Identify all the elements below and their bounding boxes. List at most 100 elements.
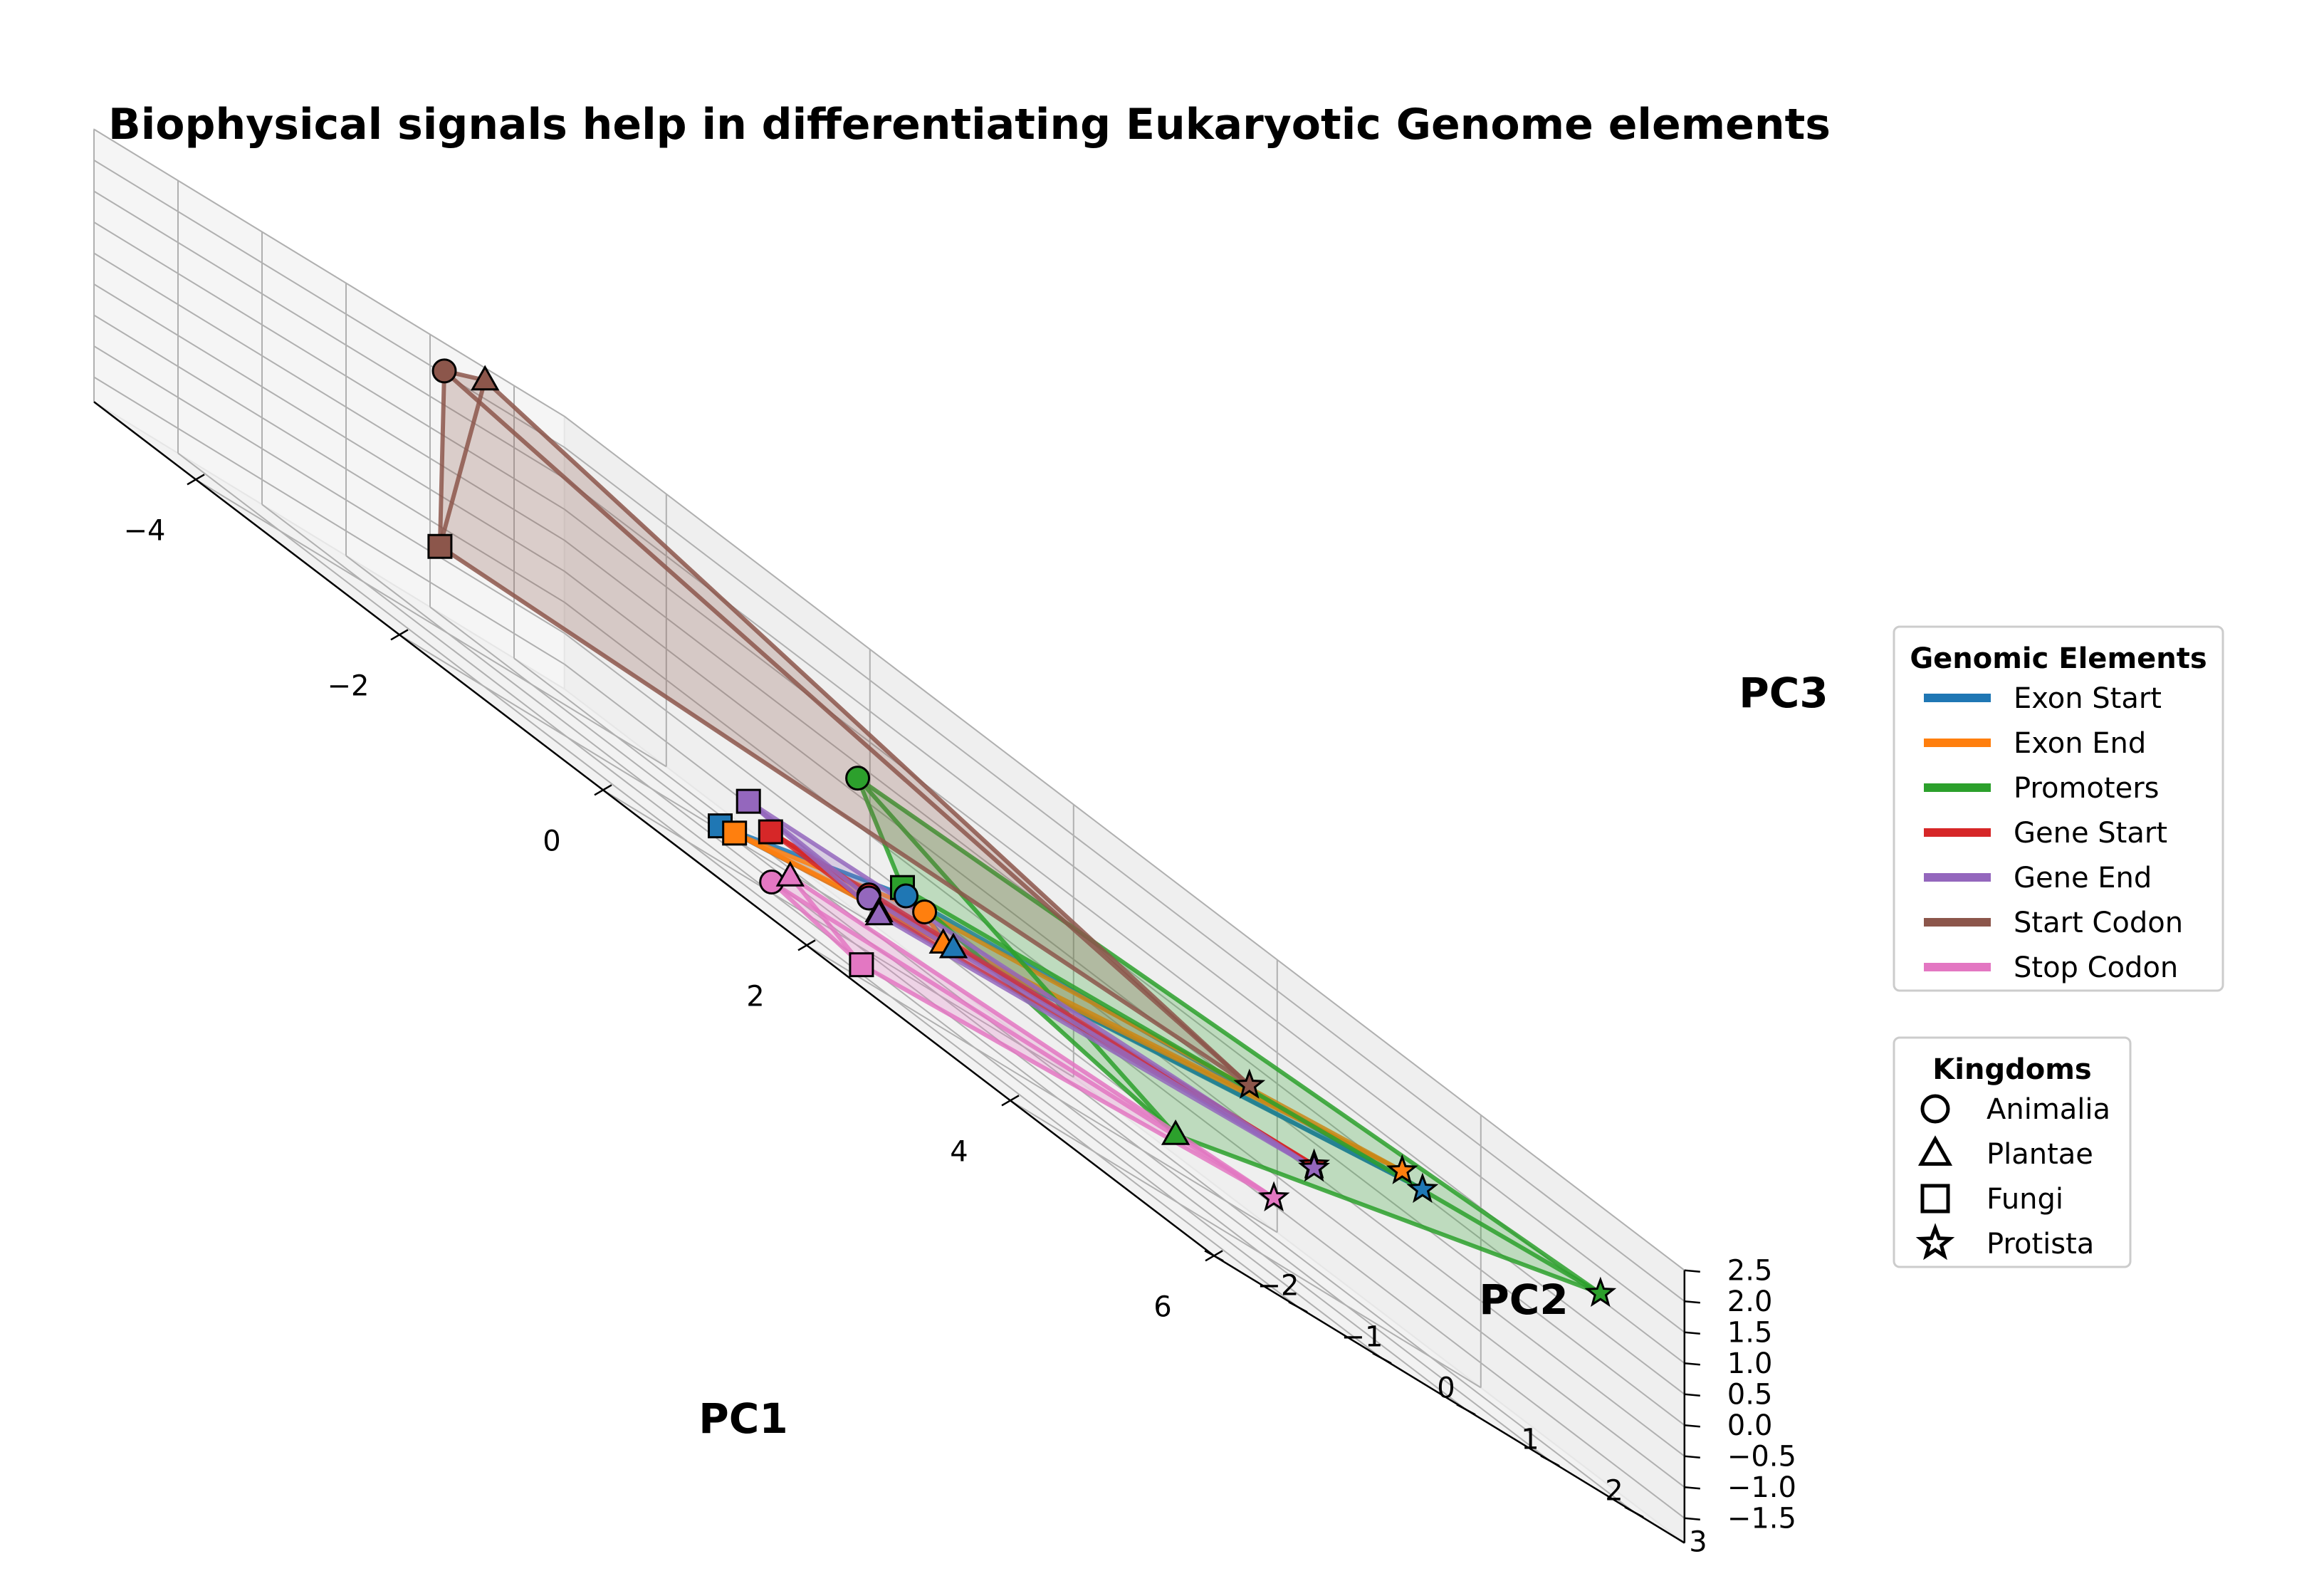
x-tick-mark — [390, 629, 409, 641]
z-tick-mark — [1684, 1486, 1700, 1490]
point-start-codon-plantae — [471, 365, 500, 391]
point-start-codon-animalia — [431, 358, 457, 384]
x-tick-label: 2 — [746, 980, 764, 1013]
legend-entry-label: Exon End — [2014, 727, 2146, 760]
legend-marker-star-icon — [1915, 1223, 1955, 1261]
legend-entry-label: Gene End — [2014, 862, 2152, 894]
point-start-codon-protista — [1233, 1068, 1266, 1099]
edge-stop-codon — [859, 962, 1277, 1200]
point-exon-end-protista — [1386, 1154, 1418, 1184]
grid-line-z — [93, 283, 565, 573]
x-tick-label: 0 — [543, 825, 560, 857]
z-tick-label: −0.5 — [1727, 1441, 1796, 1473]
z-tick-mark — [1684, 1455, 1700, 1459]
grid-line-y — [345, 555, 1467, 1411]
point-exon-start-animalia — [894, 883, 918, 909]
legend-entry-label: Plantae — [1987, 1138, 2093, 1171]
x-tick-label: −4 — [124, 514, 166, 547]
x-tick-mark — [594, 784, 612, 796]
legend-entry-label: Promoters — [2014, 772, 2159, 805]
edge-stop-codon — [787, 874, 864, 967]
y-tick-label: 0 — [1437, 1372, 1455, 1404]
z-tick-mark — [1684, 1300, 1700, 1304]
z-tick-mark — [1684, 1517, 1700, 1520]
y-tick-label: 3 — [1689, 1525, 1707, 1558]
y-tick-label: −2 — [1257, 1269, 1299, 1302]
z-axis-label: PC3 — [1739, 669, 1828, 717]
point-exon-start-protista — [1406, 1172, 1439, 1204]
z-tick-mark — [1684, 1362, 1700, 1366]
point-exon-end-fungi — [722, 820, 748, 846]
point-gene-end-fungi — [736, 788, 761, 814]
grid-line-z — [93, 190, 565, 479]
point-promoters-protista — [1584, 1276, 1617, 1308]
legend-title: Genomic Elements — [1910, 642, 2207, 675]
point-exon-end-animalia — [912, 899, 938, 924]
edge-promoters — [1173, 1132, 1603, 1296]
grid-line-z — [93, 252, 565, 541]
y-tick-mark — [1624, 1506, 1644, 1518]
point-start-codon-fungi — [427, 533, 453, 559]
grid-line-y — [177, 452, 1299, 1308]
edge-start-codon — [437, 544, 1252, 1087]
x-tick-label: −2 — [328, 669, 370, 702]
legend-kingdoms: Kingdoms Animalia Plantae Fungi Protista — [1893, 1036, 2132, 1268]
legend-entry-label: Exon Start — [2014, 682, 2162, 715]
grid-line-z — [93, 160, 565, 449]
x-axis-label: PC1 — [698, 1394, 787, 1443]
edge-start-codon — [483, 378, 1252, 1087]
legend-genomic-elements: Genomic Elements Exon Start Exon End Promot… — [1893, 625, 2224, 992]
z-tick-label: 2.5 — [1727, 1255, 1773, 1288]
legend-entry-label: Gene Start — [2014, 817, 2167, 850]
legend-marker-circle-icon — [1920, 1094, 1950, 1124]
point-gene-end-protista — [1298, 1151, 1330, 1182]
edge-gene-end — [746, 799, 1317, 1171]
data-points — [427, 358, 1617, 1308]
z-tick-mark — [1684, 1393, 1700, 1397]
z-tick-mark — [1684, 1331, 1700, 1335]
grid-line-z — [93, 376, 565, 665]
edge-start-codon — [437, 378, 488, 549]
legend-box — [1893, 625, 2224, 992]
grid-line-z — [564, 447, 1685, 1302]
point-gene-end-animalia — [856, 885, 881, 911]
y-tick-label: 1 — [1521, 1423, 1539, 1456]
y-tick-mark — [1540, 1455, 1560, 1467]
grid-line-y — [429, 606, 1551, 1462]
y-tick-mark — [1372, 1352, 1392, 1365]
x-tick-mark — [187, 474, 205, 486]
legend-entry-label: Protista — [1987, 1228, 2094, 1261]
z-tick-label: 1.0 — [1727, 1347, 1773, 1380]
chart-title: Biophysical signals help in differentiat… — [108, 100, 1831, 150]
tick-labels: −4 −2 0 2 4 6 −2 −1 0 1 2 3 −1.5−1.0−0.50.00.51.01.5… — [124, 474, 1796, 1558]
point-promoters-animalia — [845, 766, 871, 791]
z-tick-label: −1.0 — [1727, 1471, 1796, 1504]
grid-line-y — [261, 503, 1383, 1360]
legend-marker-triangle-icon — [1917, 1135, 1953, 1166]
grid-line-z — [564, 477, 1685, 1333]
edge-stop-codon — [787, 874, 1277, 1200]
edge-promoters — [855, 776, 905, 890]
point-stop-codon-plantae — [775, 861, 805, 887]
z-tick-label: −1.5 — [1727, 1503, 1796, 1535]
z-tick-label: 0.0 — [1727, 1409, 1773, 1442]
y-tick-mark — [1456, 1404, 1476, 1416]
legend-entry-label: Stop Codon — [2014, 951, 2178, 984]
edge-promoters — [855, 776, 1178, 1137]
grid-line-z — [93, 345, 565, 635]
convex-hulls — [437, 368, 1603, 1296]
point-stop-codon-fungi — [849, 952, 874, 978]
edge-stop-codon — [769, 880, 864, 967]
edge-stop-codon — [769, 880, 1277, 1200]
x-axis-line — [93, 401, 1215, 1257]
y-tick-mark — [1288, 1301, 1308, 1313]
edge-promoters — [855, 776, 1603, 1296]
point-gene-end-plantae — [864, 899, 894, 926]
point-stop-codon-protista — [1257, 1181, 1290, 1211]
edge-start-codon — [442, 368, 1252, 1087]
z-tick-label: 0.5 — [1727, 1379, 1773, 1412]
x-tick-label: 6 — [1153, 1290, 1171, 1323]
z-tick-mark — [1684, 1269, 1700, 1273]
y-tick-label: −1 — [1341, 1320, 1383, 1353]
axis-panes — [93, 127, 1685, 1545]
